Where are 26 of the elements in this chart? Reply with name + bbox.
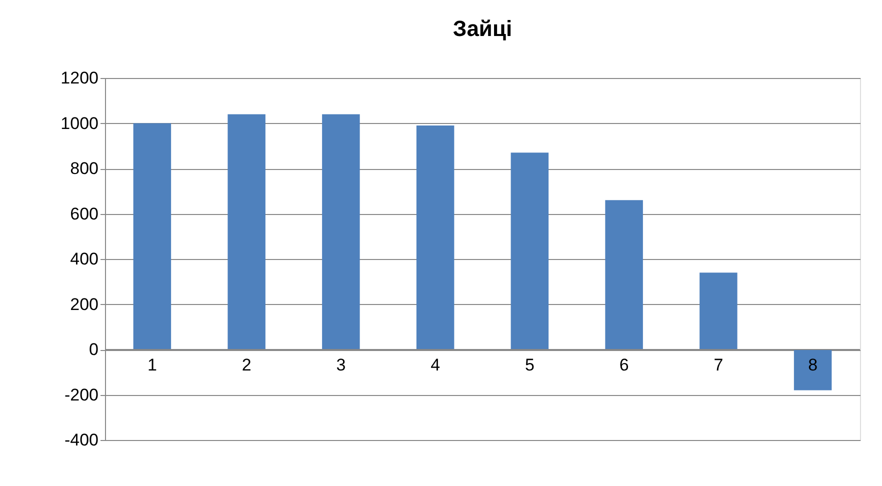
- x-tick-label: 4: [430, 356, 440, 374]
- y-tick-label: -400: [64, 430, 98, 450]
- bar: [700, 272, 738, 350]
- y-tick-label: 200: [70, 294, 98, 314]
- bar: [133, 123, 172, 350]
- x-tick-label: 5: [524, 356, 534, 374]
- bar: [228, 114, 266, 350]
- bar: [416, 126, 454, 350]
- bar: [322, 114, 360, 350]
- x-tick-label: 1: [147, 356, 157, 374]
- y-tick-label: 0: [89, 340, 98, 359]
- bar: [794, 350, 832, 390]
- y-tick-label: 400: [70, 250, 98, 268]
- y-tick-label: 1000: [60, 114, 98, 133]
- chart-title: Зайці: [452, 16, 512, 41]
- y-tick-label: 1200: [60, 68, 98, 88]
- y-tick-label: 800: [70, 159, 98, 178]
- x-tick-label: 3: [336, 356, 346, 374]
- x-tick-label: 6: [619, 356, 629, 374]
- bar: [510, 152, 549, 350]
- x-tick-label: 7: [714, 356, 724, 374]
- bar: [605, 200, 643, 350]
- y-tick-label: 600: [70, 204, 98, 224]
- x-tick-label: 2: [242, 356, 252, 374]
- y-tick-label: -200: [64, 385, 98, 404]
- x-tick-label: 8: [808, 356, 818, 374]
